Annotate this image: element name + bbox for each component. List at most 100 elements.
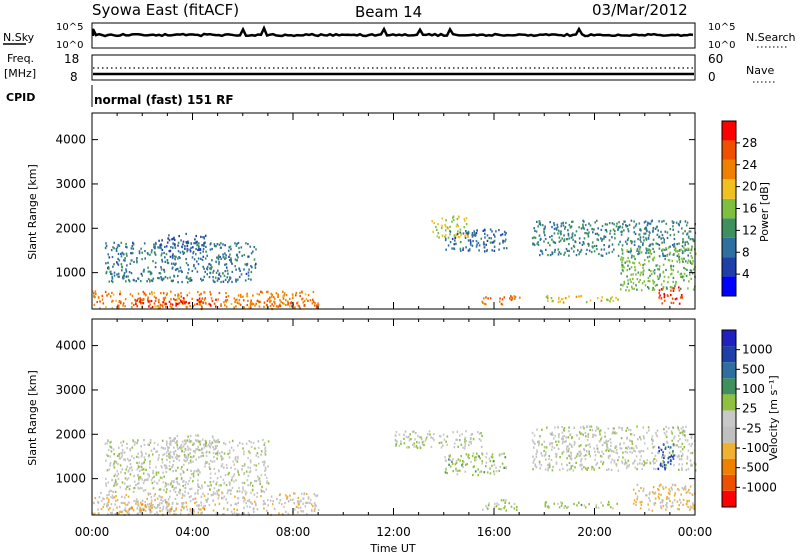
x-tick-4: 16:00 bbox=[477, 525, 512, 539]
cpid-value: normal (fast) 151 RF bbox=[94, 93, 234, 107]
velocity-colorbar-tick-5: -100 bbox=[742, 441, 769, 455]
velocity-colorbar-tick-2: 100 bbox=[742, 382, 765, 396]
velocity-colorbar-label: Velocity [m s⁻¹] bbox=[767, 375, 780, 460]
power-region-11 bbox=[658, 286, 684, 305]
x-axis-label: Time UT bbox=[369, 542, 415, 554]
velocity-colorbar-swatch-3 bbox=[722, 442, 736, 459]
power-colorbar-tick-3: 16 bbox=[742, 202, 757, 216]
x-tick-6: 00:00 bbox=[678, 525, 713, 539]
velocity-region-9 bbox=[632, 483, 696, 512]
velocity-region-8 bbox=[544, 500, 618, 510]
velocity-ytick-1000: 1000 bbox=[55, 472, 86, 486]
noise-panel: N.Sky 10^5 10^0 10^5 10^0 N.Search bbox=[3, 22, 796, 51]
velocity-region-1 bbox=[119, 501, 206, 514]
velocity-colorbar-tick-3: 25 bbox=[742, 402, 757, 416]
velocity-ytick-3000: 3000 bbox=[55, 383, 86, 397]
freq-tick-bottom: 8 bbox=[70, 70, 78, 84]
power-region-3 bbox=[104, 241, 257, 284]
x-tick-1: 04:00 bbox=[175, 525, 210, 539]
power-colorbar-tick-2: 20 bbox=[742, 180, 757, 194]
velocity-colorbar-swatch-8 bbox=[722, 362, 736, 379]
velocity-colorbar-tick-4: -25 bbox=[742, 421, 762, 435]
power-colorbar-tick-6: 4 bbox=[742, 267, 750, 281]
power-region-0 bbox=[92, 290, 320, 311]
power-plot: 1000 2000 3000 4000 Slant Range [km] bbox=[26, 112, 697, 311]
velocity-colorbar-tick-1: 500 bbox=[742, 362, 765, 376]
velocity-region-7 bbox=[531, 425, 697, 472]
x-axis: 00:00 04:00 08:00 12:00 16:00 20:00 00:00 bbox=[75, 525, 713, 539]
power-colorbar: 28 24 20 16 12 8 4 bbox=[721, 120, 757, 297]
power-colorbar-tick-4: 12 bbox=[742, 223, 757, 237]
velocity-region-6 bbox=[482, 499, 518, 512]
power-region-6 bbox=[444, 228, 508, 253]
power-colorbar-swatch-2 bbox=[722, 237, 736, 258]
power-ytick-2000: 2000 bbox=[55, 221, 86, 235]
power-region-2 bbox=[255, 299, 293, 308]
velocity-region-0 bbox=[92, 492, 320, 517]
nsky-tick-bottom: 10^0 bbox=[56, 40, 83, 51]
power-colorbar-tick-1: 24 bbox=[742, 158, 757, 172]
power-colorbar-swatch-0 bbox=[722, 276, 736, 296]
velocity-plot: 1000 2000 3000 4000 Slant Range [km] bbox=[26, 318, 697, 517]
velocity-ylabel: Slant Range [km] bbox=[26, 370, 39, 466]
power-colorbar-swatch-7 bbox=[722, 140, 736, 160]
power-region-8 bbox=[531, 219, 697, 257]
freq-tick-top: 18 bbox=[64, 52, 79, 66]
power-ytick-4000: 4000 bbox=[55, 133, 86, 147]
nsky-tick-top: 10^5 bbox=[56, 22, 83, 33]
noise-trace bbox=[91, 25, 694, 38]
x-tick-3: 12:00 bbox=[376, 525, 411, 539]
date-title: 03/Mar/2012 bbox=[592, 1, 688, 19]
power-ylabel: Slant Range [km] bbox=[26, 164, 39, 260]
beam-title: Beam 14 bbox=[355, 3, 422, 21]
velocity-colorbar-tick-6: -500 bbox=[742, 461, 769, 475]
power-colorbar-swatch-1 bbox=[722, 257, 736, 277]
velocity-region-10 bbox=[657, 443, 675, 471]
velocity-ytick-2000: 2000 bbox=[55, 427, 86, 441]
nsky-label: N.Sky bbox=[3, 31, 35, 44]
freq-panel: Freq. [MHz] 18 8 60 0 Nave bbox=[4, 52, 775, 84]
power-colorbar-swatch-4 bbox=[722, 198, 736, 219]
velocity-colorbar-tick-7: -1000 bbox=[742, 480, 777, 494]
nsearch-tick-top: 10^5 bbox=[708, 22, 735, 33]
power-colorbar-swatch-3 bbox=[722, 218, 736, 238]
x-tick-2: 08:00 bbox=[276, 525, 311, 539]
power-region-7 bbox=[481, 295, 521, 306]
velocity-colorbar-swatch-4 bbox=[722, 426, 736, 443]
power-colorbar-label: Power [dB] bbox=[758, 182, 771, 242]
velocity-colorbar-swatch-0 bbox=[722, 490, 736, 507]
cpid-label: CPID bbox=[6, 91, 35, 104]
velocity-colorbar-swatch-6 bbox=[722, 394, 736, 411]
velocity-region-2 bbox=[104, 438, 270, 494]
power-colorbar-tick-5: 8 bbox=[742, 245, 750, 259]
velocity-marks bbox=[92, 425, 697, 517]
nsearch-tick-bottom: 10^0 bbox=[708, 40, 735, 51]
velocity-region-5 bbox=[444, 452, 508, 477]
power-ytick-3000: 3000 bbox=[55, 177, 86, 191]
power-marks bbox=[92, 215, 697, 311]
power-region-9 bbox=[545, 294, 619, 304]
power-ytick-1000: 1000 bbox=[55, 266, 86, 280]
velocity-colorbar-swatch-9 bbox=[722, 346, 736, 363]
velocity-colorbar-swatch-5 bbox=[722, 410, 736, 427]
velocity-colorbar-swatch-2 bbox=[722, 458, 736, 475]
velocity-colorbar-swatch-7 bbox=[722, 378, 736, 395]
x-tick-5: 20:00 bbox=[577, 525, 612, 539]
x-tick-0: 00:00 bbox=[75, 525, 110, 539]
power-colorbar-swatch-8 bbox=[722, 121, 736, 141]
power-region-10 bbox=[619, 246, 697, 292]
power-region-1 bbox=[133, 297, 217, 309]
velocity-colorbar-tick-0: 1000 bbox=[742, 343, 773, 357]
nave-label: Nave bbox=[746, 64, 774, 77]
nave-tick-top: 60 bbox=[708, 52, 723, 66]
velocity-colorbar: 1000 500 100 25 -25 -100 -500 -1000 bbox=[721, 329, 777, 508]
velocity-region-4 bbox=[394, 430, 483, 450]
freq-label-1: Freq. bbox=[7, 52, 34, 65]
freq-label-2: [MHz] bbox=[4, 67, 36, 80]
velocity-ytick-4000: 4000 bbox=[55, 339, 86, 353]
station-title: Syowa East (fitACF) bbox=[92, 1, 239, 19]
power-colorbar-tick-0: 28 bbox=[742, 136, 757, 150]
nave-tick-bottom: 0 bbox=[708, 70, 716, 84]
power-colorbar-swatch-6 bbox=[722, 159, 736, 180]
